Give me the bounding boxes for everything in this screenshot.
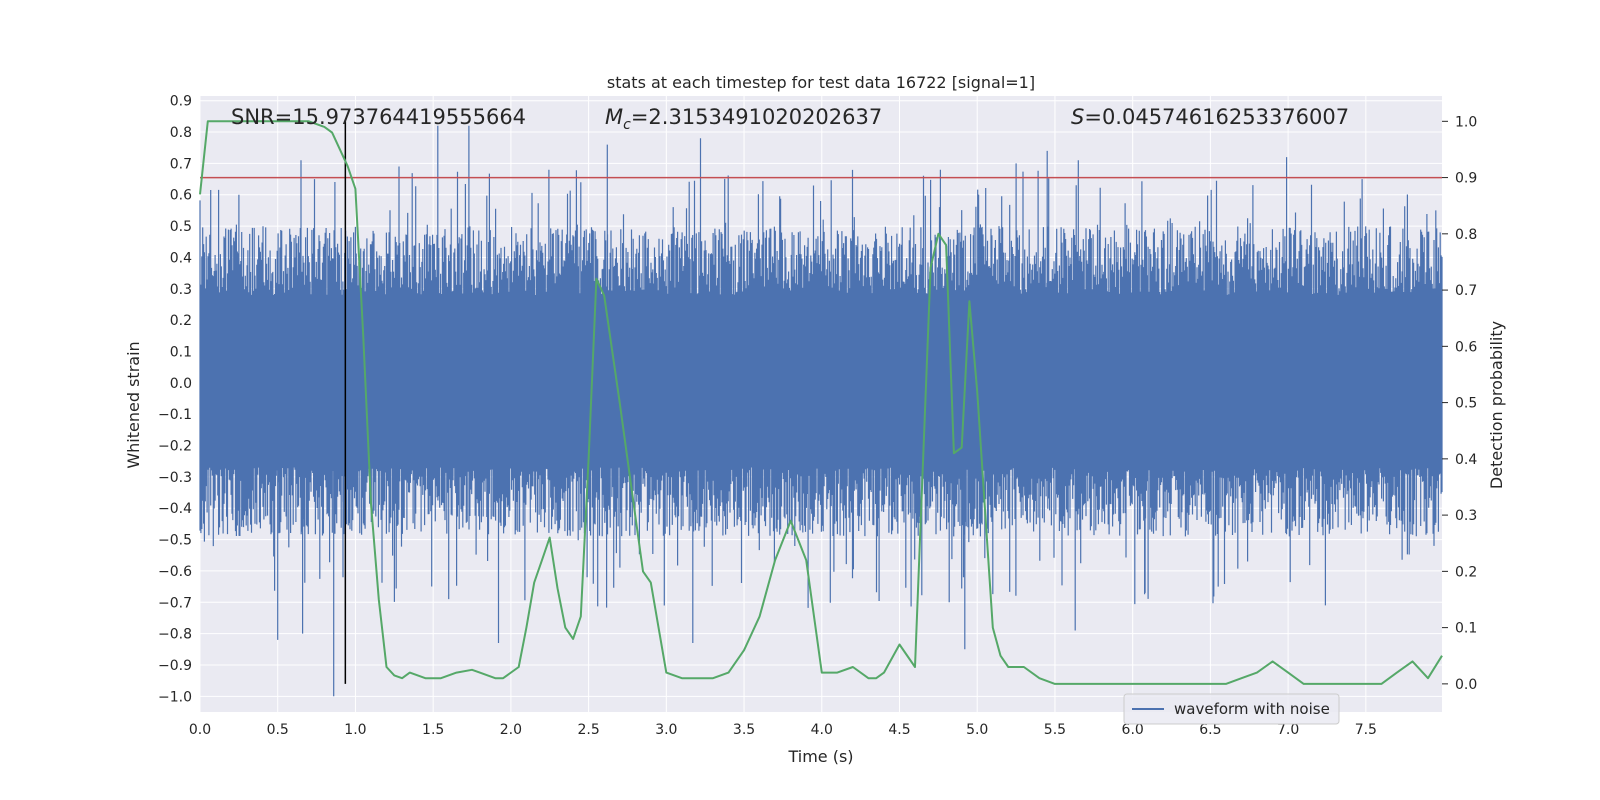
y-tick-label: −0.5: [158, 533, 192, 549]
s-annotation: S=0.04574616253376007: [1071, 105, 1349, 129]
x-tick-label: 1.5: [422, 722, 444, 738]
s-symbol: S: [1071, 105, 1084, 129]
legend: waveform with noise: [1123, 693, 1340, 725]
y2-tick-label: 0.6: [1455, 339, 1477, 355]
y-tick-label: 0.1: [170, 344, 192, 360]
overlay-lines: [200, 121, 1442, 684]
x-tick-label: 6.0: [1122, 722, 1144, 738]
x-tick-label: 3.5: [733, 722, 755, 738]
waveform-line: [199, 125, 1443, 697]
x-tick-label: 0.0: [189, 722, 211, 738]
mc-value: =2.3153491020202637: [631, 105, 882, 129]
y2-tick-label: 0.1: [1455, 621, 1477, 637]
y-tick-label: −0.6: [158, 564, 192, 580]
y-tick-label: −0.7: [158, 595, 192, 611]
s-value: =0.04574616253376007: [1084, 105, 1349, 129]
y-tick-label: 0.3: [170, 282, 192, 298]
waveform-series: [199, 125, 1443, 697]
y-tick-label: −0.3: [158, 470, 192, 486]
y2-axis-label: Detection probability: [1487, 321, 1506, 489]
y2-tick-label: 0.0: [1455, 677, 1477, 693]
x-tick-label: 3.0: [655, 722, 677, 738]
x-tick-label: 4.5: [888, 722, 910, 738]
y-tick-label: 0.4: [170, 250, 192, 266]
y2-tick-label: 0.2: [1455, 564, 1477, 580]
x-tick-label: 2.0: [500, 722, 522, 738]
legend-box: [1123, 693, 1340, 725]
x-tick-label: 2.5: [577, 722, 599, 738]
y-tick-label: 0.2: [170, 313, 192, 329]
y-tick-label: −0.2: [158, 439, 192, 455]
chart-title: stats at each timestep for test data 167…: [607, 73, 1035, 92]
y-tick-label: 0.0: [170, 376, 192, 392]
x-tick-label: 1.0: [344, 722, 366, 738]
y2-tick-label: 0.4: [1455, 452, 1477, 468]
snr-annotation: SNR=15.973764419555664: [231, 105, 526, 129]
y2-tick-label: 0.7: [1455, 283, 1477, 299]
x-tick-label: 7.5: [1355, 722, 1377, 738]
probability-series: [199, 120, 1443, 685]
y-tick-label: −0.8: [158, 627, 192, 643]
x-tick-label: 6.5: [1199, 722, 1221, 738]
y2-tick-label: 0.3: [1455, 508, 1477, 524]
y-tick-label: 0.9: [170, 94, 192, 110]
y2-tick-label: 0.8: [1455, 227, 1477, 243]
x-tick-label: 5.5: [1044, 722, 1066, 738]
y-tick-label: −0.1: [158, 407, 192, 423]
y2-tick-label: 0.5: [1455, 396, 1477, 412]
x-tick-label: 7.0: [1277, 722, 1299, 738]
mc-symbol: M: [605, 105, 623, 129]
y-tick-label: 0.8: [170, 125, 192, 141]
y-tick-label: −1.0: [158, 689, 192, 705]
detection-probability-line: [199, 120, 1443, 685]
mc-annotation: Mc=2.3153491020202637: [605, 105, 882, 133]
mc-subscript: c: [623, 117, 631, 133]
y2-tick-label: 0.9: [1455, 171, 1477, 187]
x-axis-label: Time (s): [787, 747, 853, 766]
y-tick-label: 0.7: [170, 156, 192, 172]
x-tick-label: 5.0: [966, 722, 988, 738]
axes: 0.0 0.5 1.0 1.5 2.0 2.5 3.0 3.5 4.0 4.5 5.0 5.5 6.0 6…: [158, 94, 1477, 738]
y2-tick-label: 1.0: [1455, 114, 1477, 130]
y-tick-label: −0.4: [158, 501, 192, 517]
x-tick-label: 4.0: [811, 722, 833, 738]
y-tick-label: 0.6: [170, 188, 192, 204]
x-tick-label: 0.5: [267, 722, 289, 738]
y-tick-label: −0.9: [158, 658, 192, 674]
legend-waveform-label: waveform with noise: [1174, 700, 1330, 718]
y-axis-label: Whitened strain: [124, 341, 143, 468]
y-tick-label: 0.5: [170, 219, 192, 235]
